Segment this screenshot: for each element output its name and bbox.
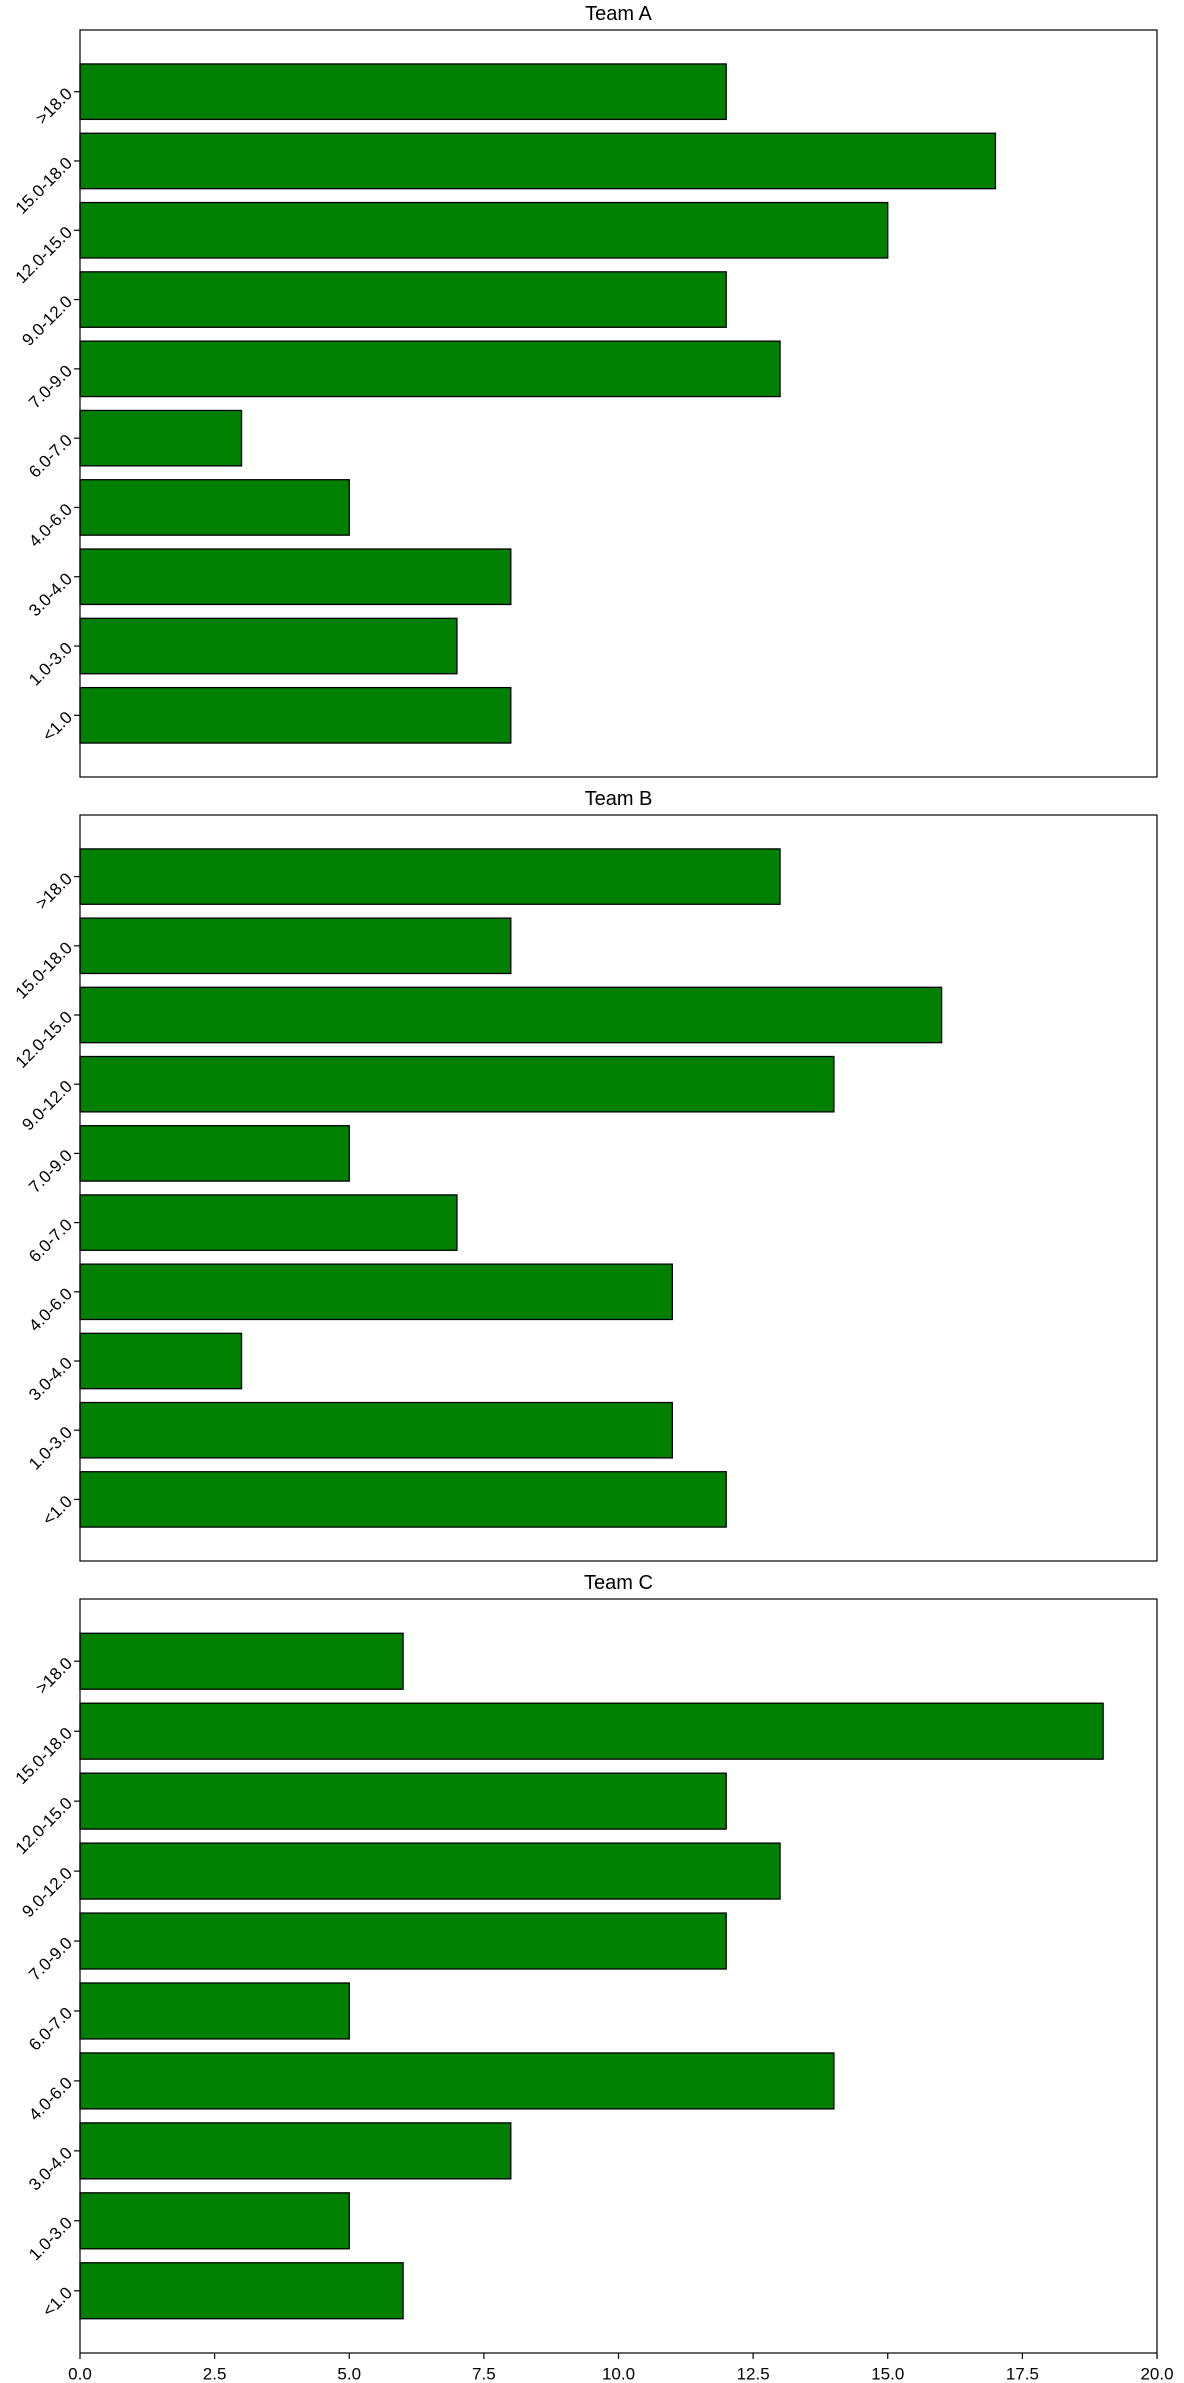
y-tick-label: <1.0: [39, 708, 76, 745]
plot-frame: [79, 814, 1158, 1562]
bar: [79, 1982, 350, 2040]
y-tick-label: 1.0-3.0: [25, 2213, 76, 2264]
bar: [79, 548, 512, 606]
y-tick-label: 12.0-15.0: [12, 1794, 76, 1858]
y-tick-label: 4.0-6.0: [25, 2073, 76, 2124]
x-tick-label: 12.5: [737, 2364, 770, 2383]
bar: [79, 63, 727, 121]
y-tick-label: >18.0: [32, 84, 76, 128]
y-tick-label: 6.0-7.0: [25, 2004, 76, 2055]
bar: [79, 409, 243, 467]
y-tick-label: 4.0-6.0: [25, 500, 76, 551]
bar: [79, 986, 943, 1044]
bar: [79, 917, 512, 975]
y-tick-label: 1.0-3.0: [25, 1423, 76, 1474]
y-tick-label: 9.0-12.0: [18, 1077, 76, 1135]
x-tick-label: 15.0: [871, 2364, 904, 2383]
bar: [79, 1772, 727, 1830]
x-tick-label: 20.0: [1140, 2364, 1173, 2383]
y-tick-label: 15.0-18.0: [12, 938, 76, 1002]
y-tick-label: 12.0-15.0: [12, 223, 76, 287]
y-tick-label: >18.0: [32, 869, 76, 913]
subplot-title: Team C: [584, 1572, 653, 1594]
y-tick-label: 3.0-4.0: [25, 1354, 76, 1405]
y-tick-label: 15.0-18.0: [12, 1724, 76, 1788]
bar: [79, 271, 727, 328]
bar: [79, 1632, 404, 1690]
bar: [79, 1471, 727, 1528]
bar: [79, 479, 350, 536]
y-tick-label: 9.0-12.0: [18, 292, 76, 350]
subplot-title: Team B: [585, 788, 653, 810]
x-tick-label: 2.5: [203, 2364, 227, 2383]
y-tick-label: 7.0-9.0: [25, 1146, 76, 1197]
bar: [79, 617, 458, 675]
bar: [79, 1194, 458, 1251]
bar: [79, 1702, 1104, 1760]
bar: [79, 340, 781, 398]
bar: [79, 1401, 673, 1459]
x-tick-label: 5.0: [337, 2364, 361, 2383]
bar: [79, 1912, 727, 1970]
plot-frame: [79, 1598, 1158, 2354]
subplot-title: Team A: [585, 3, 652, 25]
bar: [79, 132, 997, 190]
y-tick-label: 6.0-7.0: [25, 1215, 76, 1266]
y-tick-label: <1.0: [39, 2283, 76, 2320]
x-tick-label: 7.5: [472, 2364, 496, 2383]
y-tick-label: 7.0-9.0: [25, 1934, 76, 1985]
y-tick-label: 3.0-4.0: [25, 569, 76, 620]
x-tick-label: 0.0: [68, 2364, 92, 2383]
bar: [79, 1842, 781, 1900]
bar: [79, 1055, 835, 1113]
bar: [79, 848, 781, 905]
y-tick-label: 15.0-18.0: [12, 154, 76, 218]
x-tick-label: 10.0: [602, 2364, 635, 2383]
plot-frame: [79, 29, 1158, 778]
subplot: Team B <1.0 1.0-3.0 3.0-4.0 4.0-6.0 6.0-7.0 7.…: [12, 788, 1158, 1562]
bar: [79, 1125, 350, 1182]
bar: [79, 1332, 243, 1390]
bar: [79, 1263, 673, 1321]
bar: [79, 201, 889, 259]
bar: [79, 686, 512, 744]
y-tick-label: <1.0: [39, 1492, 76, 1529]
y-tick-label: 6.0-7.0: [25, 431, 76, 482]
subplot: Team A <1.0 1.0-3.0 3.0-4.0 4.0-6.0 6.0-7.0 7.…: [12, 3, 1158, 778]
y-tick-label: 7.0-9.0: [25, 361, 76, 412]
y-tick-label: 1.0-3.0: [25, 639, 76, 690]
bar: [79, 2052, 835, 2110]
y-tick-label: 9.0-12.0: [18, 1864, 76, 1922]
subplot: Team C <1.0 1.0-3.0 3.0-4.0 4.0-6.0 6.0-7.0 7.…: [12, 1572, 1174, 2383]
x-tick-label: 17.5: [1006, 2364, 1039, 2383]
y-tick-label: 3.0-4.0: [25, 2143, 76, 2194]
bar: [79, 2262, 404, 2320]
y-tick-label: 4.0-6.0: [25, 1284, 76, 1335]
bar: [79, 2192, 350, 2250]
y-tick-label: >18.0: [32, 1654, 76, 1698]
bar: [79, 2122, 512, 2180]
y-tick-label: 12.0-15.0: [12, 1008, 76, 1072]
